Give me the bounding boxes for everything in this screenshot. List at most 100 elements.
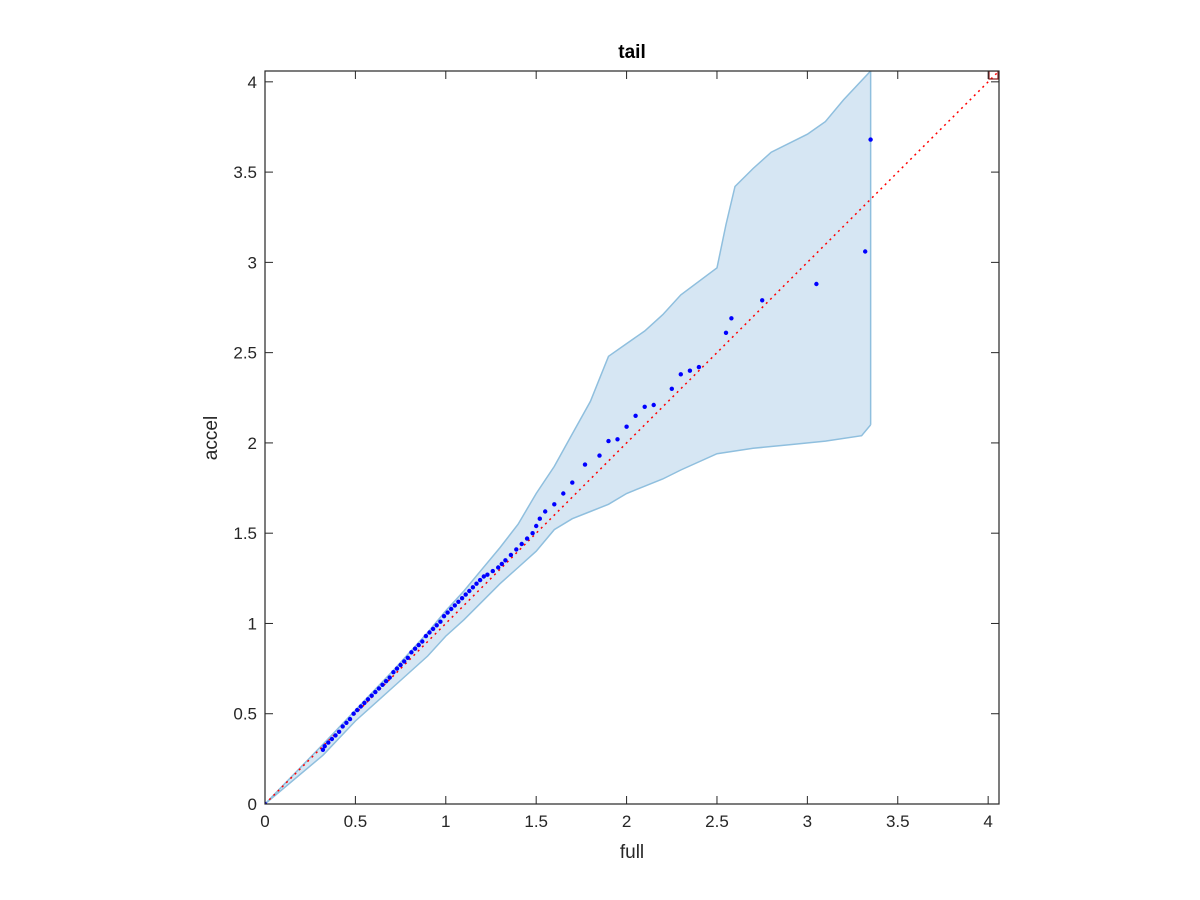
- data-point: [537, 516, 542, 521]
- data-point: [669, 386, 674, 391]
- data-point: [430, 626, 436, 632]
- data-point: [383, 679, 389, 684]
- data-point: [362, 700, 367, 706]
- data-point: [405, 655, 410, 660]
- data-point: [322, 744, 327, 749]
- plot-content: [265, 71, 999, 804]
- data-point: [477, 577, 483, 583]
- data-point: [687, 368, 693, 373]
- y-tick-label: 3: [248, 253, 257, 272]
- data-point: [416, 642, 421, 648]
- data-point: [423, 633, 429, 639]
- data-point: [398, 662, 403, 668]
- data-point: [760, 298, 765, 303]
- data-point: [380, 682, 385, 687]
- data-point: [326, 740, 331, 745]
- y-tick-label: 0.5: [233, 705, 257, 724]
- data-point: [394, 666, 400, 671]
- data-point: [651, 402, 656, 408]
- data-point: [485, 572, 490, 577]
- x-tick-label: 3.5: [886, 812, 910, 831]
- data-point: [530, 531, 535, 536]
- reference-line: [265, 71, 999, 804]
- data-point: [534, 523, 539, 529]
- y-tick-label: 2: [248, 434, 257, 453]
- data-point: [597, 453, 602, 458]
- data-point: [463, 592, 468, 597]
- y-tick-label: 0: [248, 795, 257, 814]
- data-point: [508, 552, 514, 558]
- data-point: [519, 541, 524, 547]
- data-point: [474, 581, 479, 586]
- data-point: [412, 646, 418, 651]
- x-tick-label: 3: [803, 812, 812, 831]
- y-tick-label: 3.5: [233, 163, 257, 182]
- x-tick-label: 4: [983, 812, 992, 831]
- data-point: [351, 711, 356, 716]
- data-point: [524, 536, 530, 541]
- data-point: [355, 707, 360, 713]
- data-point: [561, 491, 566, 496]
- data-point: [514, 547, 519, 552]
- data-point: [449, 606, 454, 612]
- data-point: [499, 561, 504, 567]
- data-point: [365, 697, 371, 702]
- x-tick-label: 1.5: [524, 812, 548, 831]
- data-point: [503, 558, 508, 563]
- x-tick-label: 2.5: [705, 812, 729, 831]
- data-point: [427, 630, 432, 635]
- data-point: [347, 716, 353, 722]
- band-upper-edge: [265, 71, 872, 804]
- data-point: [369, 693, 374, 698]
- data-point: [438, 619, 443, 624]
- y-tick-label: 1: [248, 614, 257, 633]
- data-point: [445, 610, 450, 615]
- data-point: [678, 372, 683, 377]
- data-point: [467, 588, 472, 594]
- data-point: [441, 614, 447, 619]
- data-point: [434, 623, 439, 628]
- data-point: [490, 568, 495, 574]
- data-point: [615, 437, 620, 442]
- data-point: [606, 438, 611, 444]
- data-point: [552, 502, 557, 507]
- data-point: [376, 686, 382, 691]
- data-point: [696, 364, 702, 370]
- data-point: [420, 639, 425, 644]
- confidence-band: [265, 71, 871, 804]
- data-point: [868, 137, 873, 142]
- data-point: [624, 424, 629, 429]
- data-point: [452, 603, 457, 608]
- data-point: [633, 413, 638, 418]
- data-point: [481, 574, 486, 579]
- data-point: [723, 330, 729, 335]
- data-point: [459, 596, 465, 601]
- corner-marker: [988, 71, 999, 80]
- data-point: [863, 249, 868, 254]
- x-tick-label: 0: [260, 812, 269, 831]
- data-point: [373, 689, 378, 695]
- data-point: [456, 599, 461, 604]
- x-tick-label: 1: [441, 812, 450, 831]
- data-point: [570, 480, 575, 485]
- data-point: [409, 650, 414, 655]
- y-tick-label: 4: [248, 73, 257, 92]
- y-axis-label: accel: [201, 416, 222, 460]
- data-point: [387, 675, 392, 680]
- data-point: [320, 747, 326, 752]
- data-point: [344, 720, 349, 725]
- band-lower-edge: [265, 424, 872, 804]
- x-tick-label: 2: [622, 812, 631, 831]
- data-point: [642, 404, 647, 409]
- data-point: [358, 704, 363, 709]
- axes-box: [264, 70, 1000, 805]
- data-point: [402, 659, 407, 664]
- data-point: [340, 724, 345, 729]
- x-tick-label: 0.5: [344, 812, 368, 831]
- data-point: [470, 585, 476, 590]
- data-point: [582, 462, 588, 467]
- data-point: [814, 281, 819, 287]
- y-tick-label: 1.5: [233, 524, 257, 543]
- data-point: [543, 509, 548, 514]
- y-tick-label: 2.5: [233, 344, 257, 363]
